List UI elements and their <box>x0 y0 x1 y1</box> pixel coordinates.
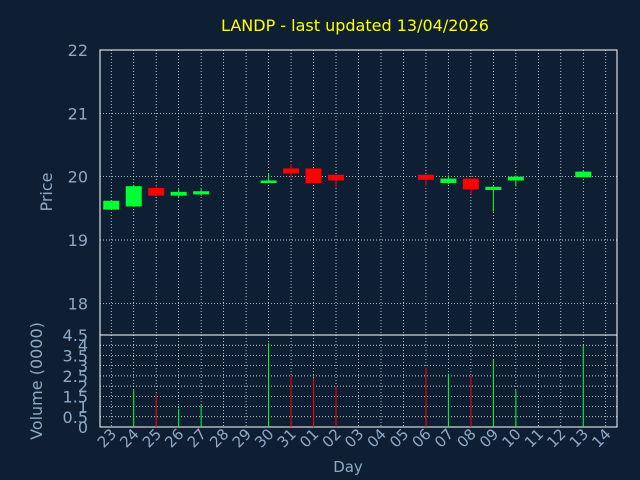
candle-body <box>485 186 502 190</box>
volume-tick-label: 1 <box>78 398 88 417</box>
candle-body <box>148 188 165 196</box>
candle-body <box>193 191 210 195</box>
price-axis-label: Price <box>37 172 56 211</box>
volume-axis-label: Volume (0000) <box>27 322 46 440</box>
volume-tick-label: 1.5 <box>63 387 88 406</box>
candle <box>440 175 457 185</box>
candle-body <box>305 168 322 183</box>
candle <box>417 174 434 187</box>
volume-tick-label: 0.5 <box>63 408 88 427</box>
candle-body <box>170 191 187 196</box>
candle <box>305 168 322 183</box>
candle <box>485 186 502 212</box>
chart-title: LANDP - last updated 13/04/2026 <box>221 16 489 35</box>
price-tick-label: 20 <box>68 168 88 187</box>
volume-tick-label: 2.5 <box>63 367 88 386</box>
candle <box>170 189 187 197</box>
price-tick-label: 21 <box>68 104 88 123</box>
candle-body <box>507 176 524 181</box>
candle-body <box>462 178 479 190</box>
candle <box>103 200 120 210</box>
price-tick-label: 18 <box>68 294 88 313</box>
price-tick-label: 19 <box>68 231 88 250</box>
candle <box>283 164 300 178</box>
price-panel: 18 19 20 21 22 <box>68 41 618 336</box>
volume-tick-label: 2 <box>78 377 88 396</box>
candle <box>462 178 479 195</box>
volume-tick-label: 4.5 <box>63 326 88 345</box>
price-tick-label: 22 <box>68 41 88 60</box>
candle <box>328 174 345 188</box>
candle <box>148 185 165 196</box>
candle <box>125 184 142 208</box>
candle-body <box>103 200 120 210</box>
candle-body <box>417 174 434 180</box>
candle-body <box>575 171 592 178</box>
candle <box>507 175 524 187</box>
candle-body <box>283 168 300 174</box>
candle-body <box>260 180 277 183</box>
candle <box>575 170 592 178</box>
volume-tick-label: 0 <box>78 418 88 437</box>
candle <box>193 188 210 196</box>
candle-body <box>440 178 457 183</box>
candle <box>260 173 277 183</box>
day-axis-label: Day <box>333 458 363 476</box>
volume-tick-label: 3.5 <box>63 346 88 365</box>
volume-tick-label: 4 <box>78 336 88 355</box>
candle-body <box>328 174 345 181</box>
volume-tick-label: 3 <box>78 357 88 376</box>
candle-body <box>125 186 142 207</box>
